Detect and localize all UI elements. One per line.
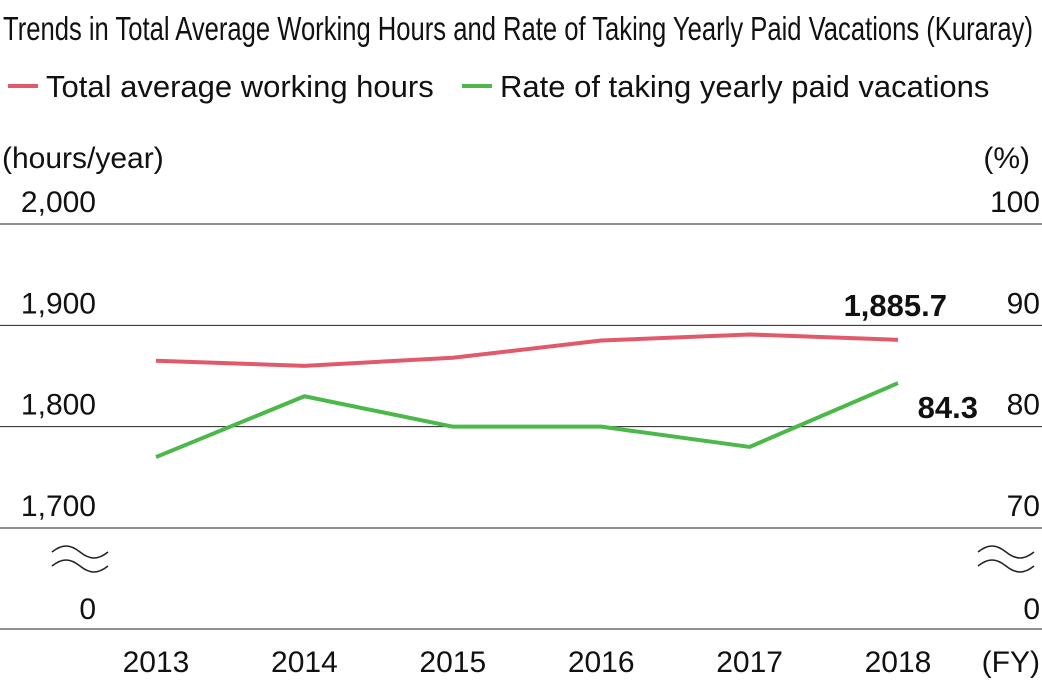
right-tick-label: 100 [990, 186, 1040, 219]
series-lines [155, 332, 899, 459]
right-axis-ticks: 100 90 80 70 [990, 186, 1040, 523]
right-axis-zero-label: 0 [1023, 593, 1040, 626]
right-axis-label: (%) [983, 142, 1030, 175]
x-axis-unit: (FY) [982, 646, 1040, 679]
right-tick-label: 90 [1007, 287, 1040, 320]
end-value-label-2: 84.3 [918, 390, 978, 425]
left-tick-label: 1,700 [21, 490, 96, 523]
left-tick-label: 1,900 [21, 287, 96, 320]
left-axis-break-icon [51, 545, 109, 573]
legend: Total average working hours Rate of takin… [8, 69, 989, 104]
left-tick-label: 2,000 [21, 186, 96, 219]
x-axis-ticks: 2013 2014 2015 2016 2017 2018 [123, 646, 932, 679]
x-tick-label: 2017 [716, 646, 783, 679]
chart-title: Trends in Total Average Working Hours an… [3, 10, 1033, 47]
legend-label-1: Total average working hours [46, 69, 434, 104]
end-value-label-1: 1,885.7 [844, 288, 947, 323]
left-axis-zero-label: 0 [79, 593, 96, 626]
right-tick-label: 70 [1007, 490, 1040, 523]
left-axis-ticks: 2,000 1,900 1,800 1,700 [21, 186, 96, 523]
x-tick-label: 2018 [865, 646, 932, 679]
x-tick-label: 2013 [123, 646, 190, 679]
series-line-2 [155, 381, 899, 459]
legend-label-2: Rate of taking yearly paid vacations [500, 69, 989, 104]
series-end-labels: 1,885.7 84.3 [844, 288, 978, 425]
left-tick-label: 1,800 [21, 389, 96, 422]
right-tick-label: 80 [1007, 389, 1040, 422]
series-line-1 [155, 332, 899, 368]
left-axis-label: (hours/year) [2, 142, 164, 175]
right-axis-break-icon [977, 545, 1035, 573]
x-tick-label: 2014 [271, 646, 338, 679]
x-tick-label: 2015 [419, 646, 486, 679]
x-tick-label: 2016 [568, 646, 635, 679]
